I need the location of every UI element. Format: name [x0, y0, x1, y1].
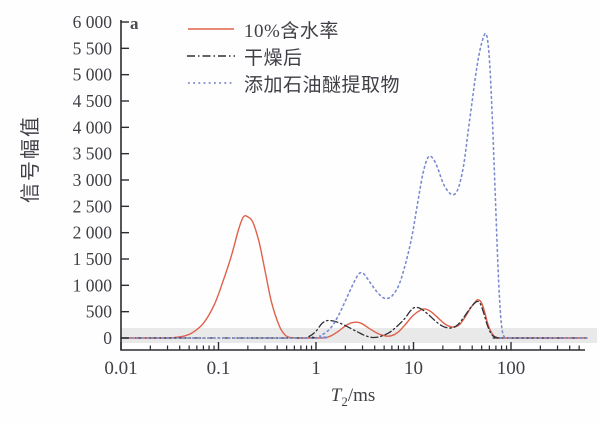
baseline-band	[121, 327, 597, 344]
y-tick-label: 5 500	[73, 38, 113, 58]
solid-line-swatch-icon	[188, 28, 234, 30]
x-axis-title-unit: /ms	[347, 385, 376, 406]
y-tick-label: 6 000	[73, 12, 113, 32]
x-tick-label: 1	[311, 358, 321, 379]
series-curve-2	[120, 32, 588, 339]
legend-label: 10%含水率	[244, 20, 339, 42]
y-tick-label: 1 500	[73, 249, 113, 269]
legend-item-water-content: 10%含水率	[186, 17, 400, 42]
panel-label: a	[130, 14, 139, 33]
y-tick-label: 1 000	[73, 275, 113, 295]
dotted-line-swatch-icon	[188, 82, 232, 84]
y-tick-label: 2 000	[73, 223, 113, 243]
x-tick-label: 0.01	[104, 358, 137, 379]
x-axis-title-symbol: T	[330, 385, 342, 406]
y-tick-label: 500	[86, 302, 113, 322]
y-tick-label: 3 000	[73, 170, 113, 190]
legend-item-dried: 干燥后	[186, 44, 400, 69]
x-tick-label: 10	[404, 358, 423, 379]
series-curve-1	[120, 300, 588, 339]
y-tick-label: 4 500	[73, 91, 113, 111]
x-tick-label: 100	[497, 358, 526, 379]
x-axis-title-subscript: 2	[341, 393, 348, 409]
y-tick-label: 3 500	[73, 144, 113, 164]
y-axis-title: 信号幅值	[20, 115, 42, 203]
legend-label: 添加石油醚提取物	[244, 74, 401, 96]
series-curve-0	[120, 214, 588, 339]
y-tick-label: 2 500	[73, 196, 113, 216]
x-tick-label: 0.1	[207, 358, 231, 379]
legend: 10%含水率 干燥后 添加石油醚提取物	[186, 17, 401, 96]
dashdot-line-swatch-icon	[187, 55, 235, 57]
y-tick-label: 4 000	[73, 117, 113, 137]
legend-item-petroleum-ether-extract: 添加石油醚提取物	[186, 71, 401, 96]
legend-label: 干燥后	[244, 47, 303, 69]
y-tick-label: 5 000	[73, 65, 113, 85]
y-tick-label: 0	[103, 328, 112, 348]
x-axis-title: T2/ms	[303, 385, 403, 410]
